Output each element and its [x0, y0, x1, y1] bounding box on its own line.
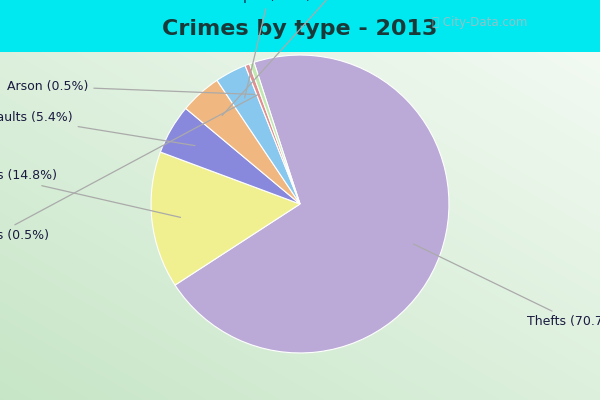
- Text: Burglaries (14.8%): Burglaries (14.8%): [0, 169, 181, 217]
- Wedge shape: [245, 64, 300, 204]
- Wedge shape: [160, 108, 300, 204]
- Text: Crimes by type - 2013: Crimes by type - 2013: [163, 18, 437, 39]
- Wedge shape: [217, 66, 300, 204]
- Text: Auto thefts (4.5%): Auto thefts (4.5%): [222, 0, 397, 116]
- Text: Arson (0.5%): Arson (0.5%): [7, 80, 254, 94]
- Wedge shape: [186, 80, 300, 204]
- Text: Robberies (0.5%): Robberies (0.5%): [0, 94, 258, 242]
- Wedge shape: [151, 152, 300, 285]
- Text: ⓘ City-Data.com: ⓘ City-Data.com: [432, 16, 527, 29]
- Wedge shape: [250, 62, 300, 204]
- Wedge shape: [175, 55, 449, 353]
- Text: Thefts (70.7%): Thefts (70.7%): [413, 244, 600, 328]
- Text: Rapes (3.4%): Rapes (3.4%): [227, 0, 311, 98]
- Text: Assaults (5.4%): Assaults (5.4%): [0, 111, 195, 146]
